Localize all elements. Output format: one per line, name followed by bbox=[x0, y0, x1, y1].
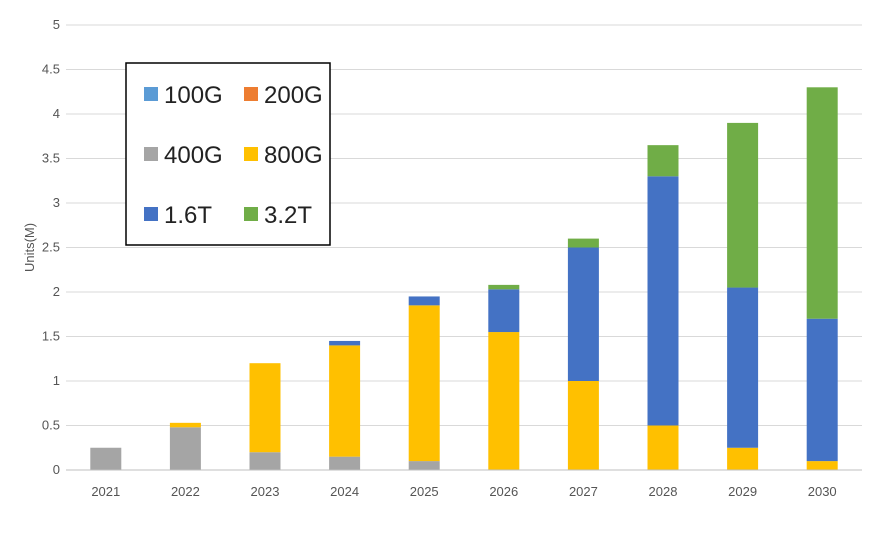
legend-label: 1.6T bbox=[164, 202, 212, 229]
legend-swatch-200G bbox=[244, 87, 258, 101]
y-tick-label: 2.5 bbox=[42, 240, 60, 255]
legend-label: 200G bbox=[264, 82, 323, 109]
bar-2024-1.6T bbox=[329, 340, 361, 346]
bar-2030-800G bbox=[806, 461, 838, 470]
legend-swatch-800G bbox=[244, 147, 258, 161]
bar-2024-800G bbox=[329, 345, 361, 457]
x-tick-labels: 2021 2022 2023 2024 2025 2026 2027 2028 2029 2030 bbox=[91, 484, 836, 499]
bar-2024-400G bbox=[329, 456, 361, 470]
legend: 100G 200G 400G 800G 1.6T 3.2T bbox=[125, 62, 331, 246]
x-tick-label: 2023 bbox=[251, 484, 280, 499]
legend-swatch-1.6T bbox=[144, 207, 158, 221]
bar-2027-3.2T bbox=[567, 238, 599, 248]
legend-swatch-400G bbox=[144, 147, 158, 161]
legend-swatch-100G bbox=[144, 87, 158, 101]
x-tick-label: 2025 bbox=[410, 484, 439, 499]
legend-swatch-3.2T bbox=[244, 207, 258, 221]
y-tick-labels: 0 0.5 1 1.5 2 2.5 3 3.5 4 4.5 5 bbox=[42, 17, 60, 477]
x-tick-label: 2022 bbox=[171, 484, 200, 499]
bar-2030-1.6T bbox=[806, 318, 838, 462]
bar-2029-1.6T bbox=[727, 287, 759, 448]
y-tick-label: 0.5 bbox=[42, 418, 60, 433]
legend-label: 100G bbox=[164, 82, 223, 109]
bar-2025-1.6T bbox=[408, 296, 440, 306]
bar-2030-3.2T bbox=[806, 87, 838, 319]
legend-box bbox=[125, 62, 331, 246]
y-tick-label: 4.5 bbox=[42, 62, 60, 77]
x-tick-label: 2024 bbox=[330, 484, 359, 499]
y-tick-label: 2 bbox=[53, 284, 60, 299]
bar-2027-1.6T bbox=[567, 247, 599, 381]
bar-2023-800G bbox=[249, 363, 281, 453]
legend-items: 100G 200G 400G 800G 1.6T 3.2T bbox=[144, 82, 323, 229]
y-tick-label: 1.5 bbox=[42, 329, 60, 344]
bar-2021-400G bbox=[90, 447, 122, 470]
y-tick-label: 5 bbox=[53, 17, 60, 32]
bar-2028-800G bbox=[647, 425, 679, 470]
x-tick-label: 2027 bbox=[569, 484, 598, 499]
legend-label: 400G bbox=[164, 142, 223, 169]
bar-2026-1.6T bbox=[488, 289, 520, 333]
x-tick-label: 2021 bbox=[91, 484, 120, 499]
y-tick-label: 1 bbox=[53, 373, 60, 388]
x-tick-label: 2030 bbox=[808, 484, 837, 499]
bar-2026-3.2T bbox=[488, 284, 520, 290]
y-tick-label: 4 bbox=[53, 106, 60, 121]
bar-2029-3.2T bbox=[727, 122, 759, 288]
y-tick-label: 3 bbox=[53, 195, 60, 210]
x-tick-label: 2029 bbox=[728, 484, 757, 499]
bar-2029-800G bbox=[727, 447, 759, 470]
bar-2023-400G bbox=[249, 452, 281, 470]
bar-2022-400G bbox=[169, 427, 201, 470]
bars bbox=[90, 87, 838, 470]
bar-2026-800G bbox=[488, 332, 520, 470]
bar-2025-800G bbox=[408, 305, 440, 462]
y-tick-label: 3.5 bbox=[42, 151, 60, 166]
x-tick-label: 2028 bbox=[649, 484, 678, 499]
legend-label: 3.2T bbox=[264, 202, 312, 229]
x-tick-label: 2026 bbox=[489, 484, 518, 499]
y-axis-title: Units(M) bbox=[22, 223, 37, 272]
legend-label: 800G bbox=[264, 142, 323, 169]
bar-2028-1.6T bbox=[647, 176, 679, 426]
bar-2025-400G bbox=[408, 461, 440, 470]
bar-2028-3.2T bbox=[647, 145, 679, 177]
bar-2022-800G bbox=[169, 422, 201, 428]
bar-2027-800G bbox=[567, 381, 599, 470]
y-tick-label: 0 bbox=[53, 462, 60, 477]
